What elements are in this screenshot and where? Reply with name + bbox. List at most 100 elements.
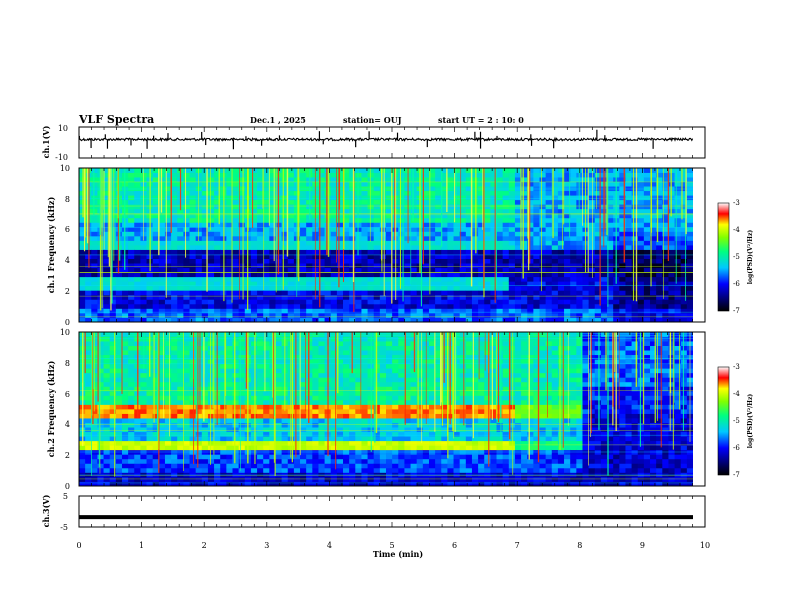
spec-cell [109,267,117,273]
spec-cell [238,463,246,469]
spec-cell [220,427,227,433]
spec-cell [607,195,614,201]
spec-cell [478,217,485,223]
spec-cell [115,454,123,460]
spec-cell [207,399,215,405]
spec-cell [103,231,111,237]
spec-cell [490,177,497,182]
spec-cell [171,267,178,273]
spec-cell [453,204,461,210]
spec-cell [680,245,688,250]
spec-cell [281,413,289,419]
spec-cell [416,299,424,305]
spec-cell [220,476,227,482]
spec-cell [263,281,270,287]
spec-cell [404,308,411,314]
spec-cell [330,276,338,282]
spec-cell [656,172,663,178]
spec-cell [140,413,147,419]
spec-cell [97,436,104,442]
spec-cell [207,381,215,387]
spec-cell [441,226,448,232]
spec-cell [625,172,632,178]
spec-cell [171,458,178,464]
spec-cell [680,231,688,237]
spec-cell [183,341,190,346]
spec-cell [214,458,221,464]
spec-cell [257,413,264,419]
spec-cell [637,263,645,269]
spec-cell [257,213,264,219]
spec-cell [220,418,227,423]
spec-cell [300,308,307,314]
spec-cell [650,258,657,264]
spec-cell [171,299,178,305]
spec-cell [557,258,565,264]
spec-cell [674,168,682,173]
spec-cell [662,217,669,223]
spec-cell [103,240,111,246]
spec-cell [428,217,436,223]
spec-cell [514,254,522,259]
spec-cell [680,213,688,219]
spec-cell [527,312,534,318]
spec-cell [250,372,258,378]
spec-cell [281,267,289,273]
spec-cell [637,290,645,296]
spec-cell [140,381,147,387]
spec-cell [600,272,608,278]
spec-cell [496,245,504,250]
spec-cell [226,245,233,250]
spec-cell [502,285,510,291]
spec-cell [79,172,86,178]
spec-cell [416,276,424,282]
spec-cell [85,399,92,405]
spec-cell [662,226,669,232]
spec-cell [349,186,356,192]
spec-cell [643,249,651,255]
spec-cell [91,235,98,241]
spec-cell [263,427,270,433]
spec-cell [220,390,227,396]
spec-cell [361,204,368,210]
spec-cell [115,368,123,374]
spec-cell [183,294,190,300]
spec-cell [226,427,233,433]
spec-cell [232,381,240,387]
spec-cell [232,440,240,446]
spec-cell [557,299,565,305]
spec-cell [330,186,338,192]
spec-cell [631,172,639,178]
spec-cell [158,222,166,228]
spec-cell [201,190,209,196]
spec-cell [557,190,565,196]
spec-cell [539,208,547,214]
spec-cell [183,308,190,314]
spec-cell [564,181,571,187]
spec-cell [619,235,626,241]
spec-cell [582,294,590,300]
spec-cell [441,177,448,182]
spec-cell [404,312,411,318]
spec-cell [367,195,375,201]
spec-cell [134,258,141,264]
spec-cell [293,181,301,187]
spec-cell [250,386,258,392]
spec-cell [189,427,197,433]
spec-cell [459,249,467,255]
spec-cell [79,299,86,305]
spec-cell [441,181,448,187]
spec-cell [324,290,332,296]
spec-cell [484,235,491,241]
spec-cell [226,299,233,305]
spec-cell [183,276,190,282]
spec-cell [226,308,233,314]
spec-cell [152,272,160,278]
spec-cell [128,290,135,296]
spec-cell [232,254,240,259]
spec-cell [177,303,184,309]
spec-cell [607,168,614,173]
spec-cell [134,222,141,228]
spec-cell [318,249,325,255]
spec-cell [207,263,215,269]
